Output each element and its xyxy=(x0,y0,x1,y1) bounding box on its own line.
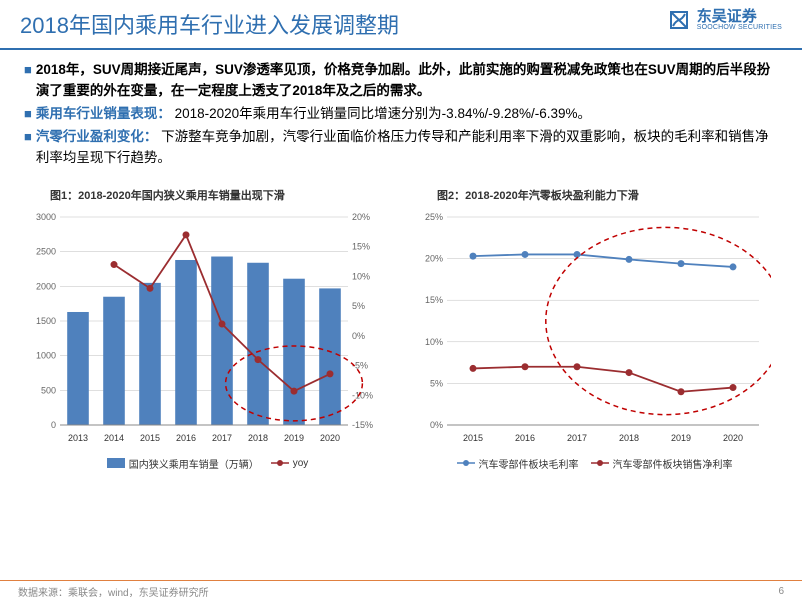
legend-item: 国内狭义乘用车销量（万辆） xyxy=(107,456,259,471)
svg-text:15%: 15% xyxy=(352,241,370,251)
legend-item: yoy xyxy=(271,456,309,471)
svg-text:2017: 2017 xyxy=(567,433,587,443)
svg-text:2000: 2000 xyxy=(36,281,56,291)
svg-text:0%: 0% xyxy=(430,420,443,430)
chart2-svg: 0% 5% 10% 15% 20% 25% 2015 2016 2017 2018 2019 2020 xyxy=(411,209,771,449)
content-area: ■ 2018年，SUV周期接近尾声，SUV渗透率见顶，价格竞争加剧。此外，此前实… xyxy=(0,50,802,471)
logo-en-text: SOOCHOW SECURITIES xyxy=(697,24,782,31)
svg-text:5%: 5% xyxy=(430,378,443,388)
svg-text:2014: 2014 xyxy=(104,433,124,443)
chart2-legend: 汽车零部件板块毛利率 汽车零部件板块销售净利率 xyxy=(411,456,778,471)
brand-logo: 东吴证券 SOOCHOW SECURITIES xyxy=(667,8,782,32)
bullet-marker-icon: ■ xyxy=(24,127,32,147)
chart1-legend: 国内狭义乘用车销量（万辆） yoy xyxy=(24,456,391,471)
svg-text:20%: 20% xyxy=(425,253,443,263)
slide-header: 2018年国内乘用车行业进入发展调整期 东吴证券 SOOCHOW SECURIT… xyxy=(0,0,802,50)
svg-text:2015: 2015 xyxy=(463,433,483,443)
svg-text:2013: 2013 xyxy=(68,433,88,443)
chart2-title: 图2：2018-2020年汽零板块盈利能力下滑 xyxy=(411,187,778,203)
svg-text:20%: 20% xyxy=(352,212,370,222)
bullet-label: 汽零行业盈利变化： xyxy=(36,129,158,144)
legend-bar-label: 国内狭义乘用车销量（万辆） xyxy=(129,456,259,471)
legend-item: 汽车零部件板块毛利率 xyxy=(457,456,579,471)
bullet-marker-icon: ■ xyxy=(24,104,32,124)
svg-text:10%: 10% xyxy=(425,336,443,346)
svg-text:2016: 2016 xyxy=(515,433,535,443)
slide-title: 2018年国内乘用车行业进入发展调整期 xyxy=(20,8,399,40)
legend-gross-label: 汽车零部件板块毛利率 xyxy=(479,456,579,471)
legend-line-label: yoy xyxy=(293,458,309,469)
svg-text:2016: 2016 xyxy=(176,433,196,443)
svg-text:500: 500 xyxy=(41,385,56,395)
svg-text:15%: 15% xyxy=(425,295,443,305)
svg-text:2018: 2018 xyxy=(619,433,639,443)
legend-item: 汽车零部件板块销售净利率 xyxy=(591,456,733,471)
svg-text:2019: 2019 xyxy=(284,433,304,443)
svg-text:2019: 2019 xyxy=(671,433,691,443)
svg-text:25%: 25% xyxy=(425,212,443,222)
bullet-item: ■ 2018年，SUV周期接近尾声，SUV渗透率见顶，价格竞争加剧。此外，此前实… xyxy=(24,60,778,102)
svg-text:1000: 1000 xyxy=(36,350,56,360)
chart1-title: 图1：2018-2020年国内狭义乘用车销量出现下滑 xyxy=(24,187,391,203)
svg-text:2500: 2500 xyxy=(36,246,56,256)
logo-icon xyxy=(667,8,691,32)
svg-text:2017: 2017 xyxy=(212,433,232,443)
data-source: 数据来源：乘联会，wind，东吴证券研究所 xyxy=(18,584,209,599)
svg-text:3000: 3000 xyxy=(36,212,56,222)
svg-text:5%: 5% xyxy=(352,301,365,311)
chart2: 图2：2018-2020年汽零板块盈利能力下滑 0% 5% 10% 15% 20% 25%… xyxy=(411,187,778,471)
logo-cn-text: 东吴证券 xyxy=(697,9,782,24)
bullet-text: 2018年，SUV周期接近尾声，SUV渗透率见顶，价格竞争加剧。此外，此前实施的… xyxy=(36,60,778,102)
svg-text:1500: 1500 xyxy=(36,316,56,326)
chart-row: 图1：2018-2020年国内狭义乘用车销量出现下滑 0 500 1000 1500 2… xyxy=(24,187,778,471)
svg-text:2015: 2015 xyxy=(140,433,160,443)
bullet-list: ■ 2018年，SUV周期接近尾声，SUV渗透率见顶，价格竞争加剧。此外，此前实… xyxy=(24,60,778,169)
svg-text:-15%: -15% xyxy=(352,420,373,430)
bullet-item: ■ 乘用车行业销量表现： 2018-2020年乘用车行业销量同比增速分别为-3.… xyxy=(24,104,778,125)
svg-text:2018: 2018 xyxy=(248,433,268,443)
bullet-item: ■ 汽零行业盈利变化： 下游整车竞争加剧，汽零行业面临价格压力传导和产能利用率下… xyxy=(24,127,778,169)
bullet-label: 乘用车行业销量表现： xyxy=(36,106,171,121)
bullet-marker-icon: ■ xyxy=(24,60,32,80)
chart1-svg: 050010001500200025003000-15%-10%-5%0%5%1… xyxy=(24,209,384,449)
svg-text:0: 0 xyxy=(51,420,56,430)
svg-text:2020: 2020 xyxy=(320,433,340,443)
page-number: 6 xyxy=(778,586,784,597)
svg-text:-10%: -10% xyxy=(352,390,373,400)
svg-text:10%: 10% xyxy=(352,271,370,281)
svg-text:2020: 2020 xyxy=(723,433,743,443)
bullet-text: 2018-2020年乘用车行业销量同比增速分别为-3.84%/-9.28%/-6… xyxy=(175,106,591,121)
chart1: 图1：2018-2020年国内狭义乘用车销量出现下滑 0 500 1000 1500 2… xyxy=(24,187,391,471)
legend-net-label: 汽车零部件板块销售净利率 xyxy=(613,456,733,471)
slide-footer: 数据来源：乘联会，wind，东吴证券研究所 6 xyxy=(0,580,802,602)
svg-text:0%: 0% xyxy=(352,330,365,340)
